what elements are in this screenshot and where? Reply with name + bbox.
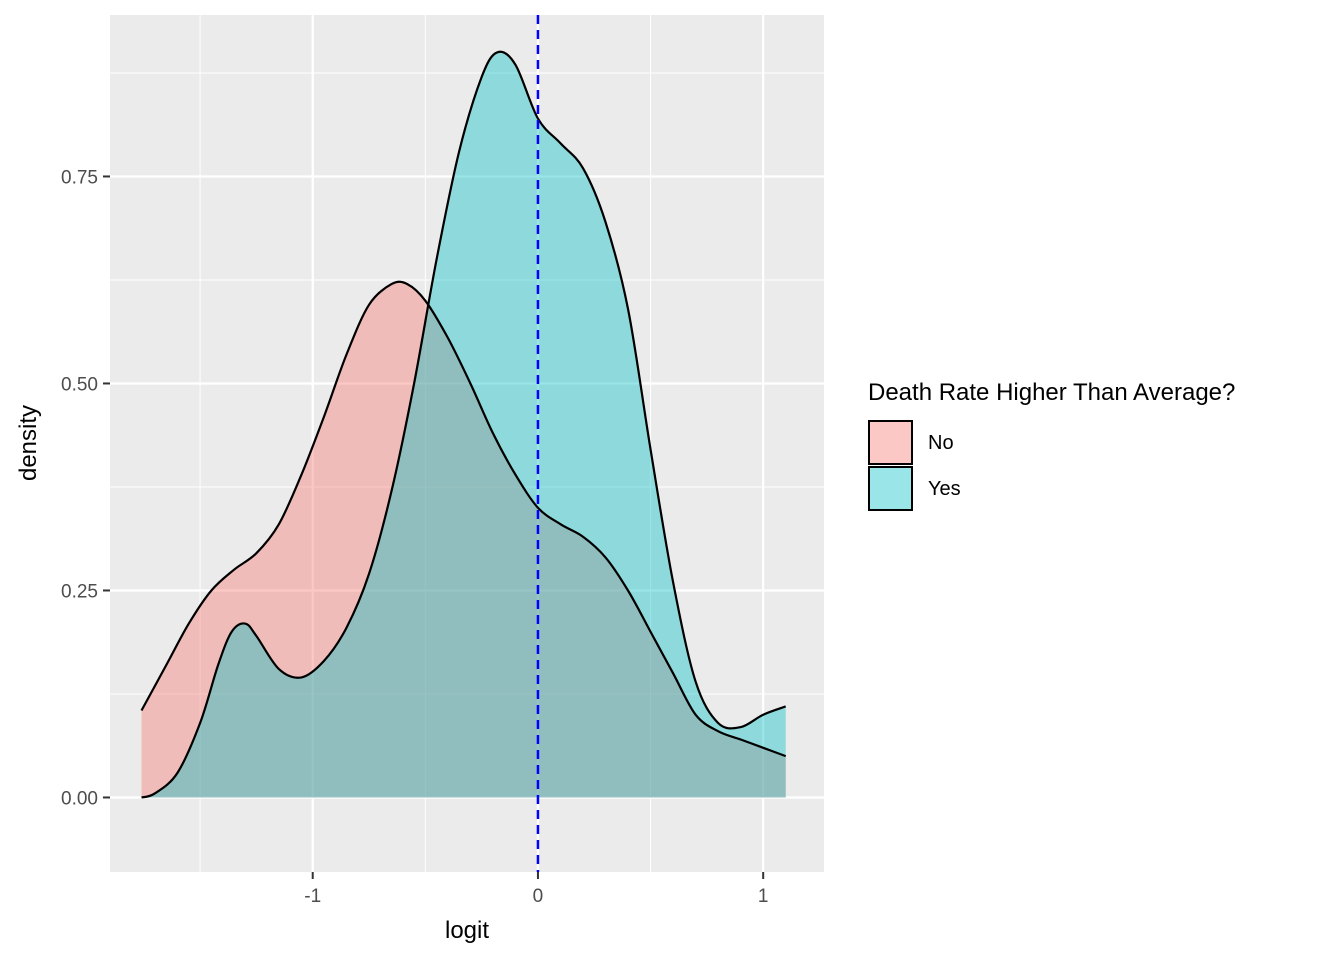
y-axis: 0.00 0.25 0.50 0.75 — [61, 167, 110, 809]
x-tick-label: -1 — [304, 886, 321, 907]
density-areas — [141, 51, 786, 798]
legend-key-no — [868, 420, 913, 465]
x-axis-title: logit — [445, 917, 489, 944]
x-axis: -1 0 1 — [304, 872, 768, 907]
density-curve-no — [140, 280, 787, 758]
x-tick-label: 0 — [533, 886, 544, 907]
legend-label-no: No — [928, 432, 954, 454]
density-area-no — [141, 281, 786, 798]
legend-label-yes: Yes — [928, 478, 961, 500]
legend-title: Death Rate Higher Than Average? — [868, 379, 1235, 406]
y-tick-label: 0.00 — [61, 788, 98, 809]
y-axis-title: density — [15, 405, 42, 481]
density-outlines — [140, 50, 787, 799]
legend-key-yes — [868, 466, 913, 511]
plot-panel — [110, 15, 824, 872]
y-tick-label: 0.50 — [61, 374, 98, 395]
legend: Death Rate Higher Than Average? No Yes — [868, 379, 1235, 511]
y-tick-label: 0.75 — [61, 167, 98, 188]
density-curve-yes — [141, 50, 787, 799]
y-tick-label: 0.25 — [61, 581, 98, 602]
density-area-yes — [141, 51, 786, 798]
x-tick-label: 1 — [758, 886, 769, 907]
